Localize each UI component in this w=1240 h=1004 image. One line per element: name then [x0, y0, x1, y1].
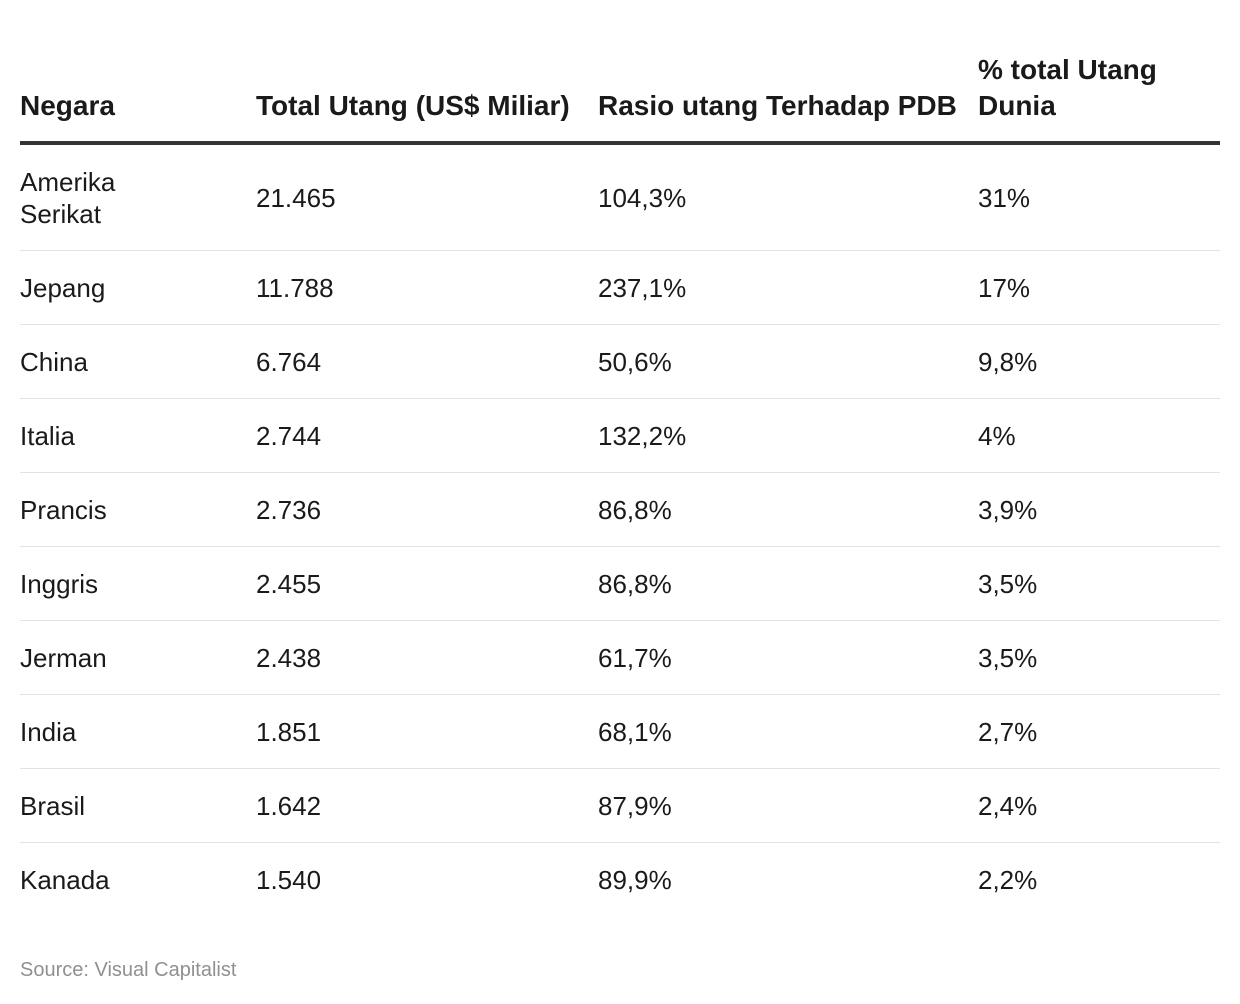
cell-country: China [20, 324, 256, 399]
cell-world-share: 9,8% [978, 324, 1220, 399]
table-row: Inggris 2.455 86,8% 3,5% [20, 546, 1220, 621]
cell-total-debt: 1.540 [256, 864, 322, 895]
cell-world-share: 3,5% [978, 620, 1220, 695]
column-header-total-debt: Total Utang (US$ Miliar) [256, 52, 598, 145]
cell-debt-to-gdp: 87,9% [598, 768, 978, 843]
cell-world-share: 2,4% [978, 768, 1220, 843]
cell-world-share: 3,5% [978, 546, 1220, 621]
source-note: Source: Visual Capitalist [20, 959, 237, 981]
table-row: India 1.851 68,1% 2,7% [20, 694, 1220, 769]
cell-total-debt: 11.788 [256, 250, 598, 325]
cell-world-share: 17% [978, 250, 1220, 325]
cell-country: Brasil [20, 768, 256, 843]
cell-debt-to-gdp: 86,8% [598, 472, 978, 547]
cell-total-debt: 6.764 [256, 324, 598, 399]
cell-country: India [20, 694, 256, 769]
table-row: Brasil 1.642 87,9% 2,4% [20, 768, 1220, 843]
cell-total-debt: 2.736 [256, 472, 598, 547]
cell-country: Inggris [20, 546, 256, 621]
cell-total-debt: 2.455 [256, 546, 598, 621]
cell-world-share: 3,9% [978, 472, 1220, 547]
cell-country: Jerman [20, 620, 256, 695]
debt-table-container: Negara Total Utang (US$ Miliar) Rasio ut… [20, 52, 1220, 916]
table-row: Italia 2.744 132,2% 4% [20, 398, 1220, 473]
cell-total-debt: 2.438 [256, 620, 598, 695]
cell-country: Jepang [20, 250, 256, 325]
cell-world-share: 4% [978, 398, 1220, 473]
table-row: Prancis 2.736 86,8% 3,9% [20, 472, 1220, 547]
table-row: China 6.764 50,6% 9,8% [20, 324, 1220, 399]
cell-debt-to-gdp: 86,8% [598, 546, 978, 621]
table-body: Amerika Serikat 21.465 104,3% 31% Jepang… [20, 143, 1220, 916]
cell-debt-to-gdp: 68,1% [598, 694, 978, 769]
cell-world-share: 2,7% [978, 694, 1220, 769]
debt-table: Negara Total Utang (US$ Miliar) Rasio ut… [20, 52, 1220, 916]
table-row: Kanada 1.540 89,9% 2,2% [20, 843, 1220, 917]
column-header-debt-to-gdp: Rasio utang Terhadap PDB [598, 52, 978, 145]
column-header-country: Negara [20, 52, 256, 145]
cell-country: Kanada [20, 864, 110, 895]
table-row: Amerika Serikat 21.465 104,3% 31% [20, 143, 1220, 251]
cell-debt-to-gdp: 61,7% [598, 620, 978, 695]
cell-country: Amerika Serikat [20, 143, 256, 251]
cell-debt-to-gdp: 104,3% [598, 143, 978, 251]
table-row: Jepang 11.788 237,1% 17% [20, 250, 1220, 325]
cell-debt-to-gdp: 89,9% [598, 864, 672, 895]
cell-debt-to-gdp: 50,6% [598, 324, 978, 399]
cell-world-share: 2,2% [978, 864, 1038, 895]
table-row: Jerman 2.438 61,7% 3,5% [20, 620, 1220, 695]
cell-world-share: 31% [978, 143, 1220, 251]
table-header: Negara Total Utang (US$ Miliar) Rasio ut… [20, 52, 1220, 145]
cell-total-debt: 1.851 [256, 694, 598, 769]
cell-country: Prancis [20, 472, 256, 547]
header-row: Negara Total Utang (US$ Miliar) Rasio ut… [20, 52, 1220, 145]
cell-debt-to-gdp: 237,1% [598, 250, 978, 325]
column-header-world-debt-share: % total Utang Dunia [978, 52, 1220, 145]
cell-country: Italia [20, 398, 256, 473]
cell-total-debt: 21.465 [256, 143, 598, 251]
cell-total-debt: 1.642 [256, 768, 598, 843]
cell-total-debt: 2.744 [256, 398, 598, 473]
cell-debt-to-gdp: 132,2% [598, 398, 978, 473]
